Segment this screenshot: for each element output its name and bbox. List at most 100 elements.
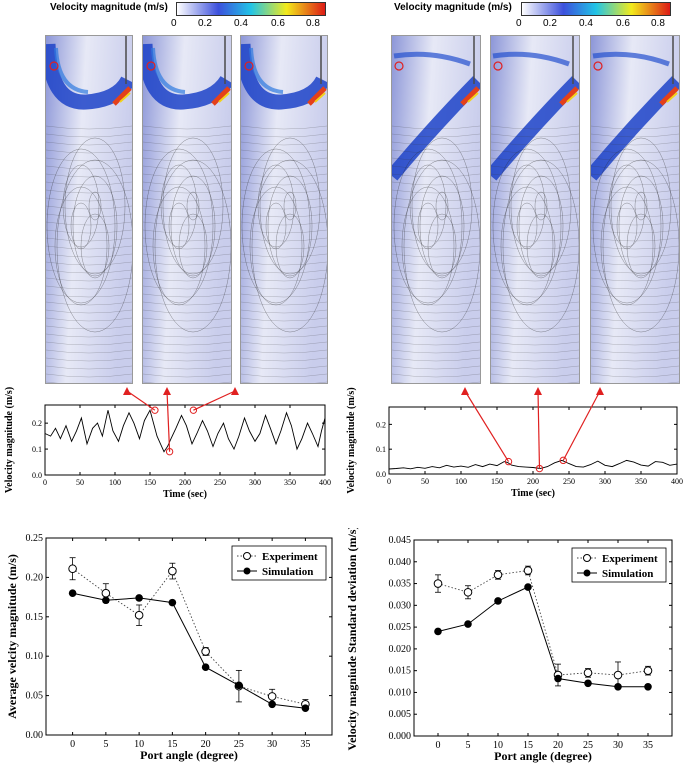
simulation-point bbox=[524, 583, 532, 591]
x-tick-label: 20 bbox=[201, 739, 211, 750]
x-tick-label: 5 bbox=[466, 740, 471, 751]
x-tick-label: 20 bbox=[553, 740, 563, 751]
experiment-point bbox=[493, 570, 503, 580]
x-tick-label: 5 bbox=[103, 739, 108, 750]
simulation-point bbox=[464, 620, 472, 628]
x-tick-label: 300 bbox=[249, 478, 261, 487]
y-axis-label: Velocity magnitude (m/s) bbox=[346, 387, 357, 493]
y-tick-label: 0.0 bbox=[376, 470, 386, 479]
y-tick-label: 0.010 bbox=[389, 687, 412, 698]
callout-arrow bbox=[562, 390, 601, 461]
simulation-point bbox=[494, 597, 502, 605]
x-tick-label: 15 bbox=[167, 739, 177, 750]
x-tick-label: 100 bbox=[455, 477, 467, 486]
x-tick-label: 400 bbox=[319, 478, 331, 487]
callout-arrowhead bbox=[461, 387, 469, 395]
experiment-point bbox=[643, 666, 653, 675]
highlight-marker bbox=[189, 406, 198, 414]
simulation-point bbox=[102, 596, 110, 605]
flow-field-panel bbox=[590, 35, 680, 384]
legend-label: Simulation bbox=[262, 566, 313, 578]
y-tick-label: 0.015 bbox=[389, 666, 412, 677]
flow-field-panel bbox=[490, 35, 580, 384]
y-tick-label: 0.045 bbox=[389, 535, 412, 546]
x-tick-label: 0 bbox=[70, 739, 75, 750]
y-axis-label: Velocity magnitude (m/s) bbox=[4, 387, 15, 493]
experiment-point bbox=[433, 579, 443, 588]
y-tick-label: 0.005 bbox=[389, 709, 412, 720]
colorbar-right-tick: 0.4 bbox=[579, 18, 593, 29]
experiment-point bbox=[134, 610, 144, 620]
x-tick-label: 250 bbox=[214, 478, 226, 487]
y-tick-label: 0.000 bbox=[389, 731, 412, 742]
legend-label: Experiment bbox=[602, 553, 658, 565]
x-tick-label: 0 bbox=[436, 740, 441, 751]
simulation-point bbox=[614, 682, 622, 691]
callout-arrowhead bbox=[231, 387, 239, 395]
y-tick-label: 0.05 bbox=[26, 691, 44, 702]
y-tick-label: 0.1 bbox=[376, 445, 386, 454]
x-axis-label: Port angle (degree) bbox=[140, 748, 238, 762]
simulation-point bbox=[644, 682, 652, 691]
experiment-point bbox=[168, 566, 177, 576]
x-tick-label: 50 bbox=[76, 478, 84, 487]
legend-marker bbox=[243, 552, 251, 560]
highlight-marker bbox=[559, 456, 567, 465]
time-series-chart-left: 0 50 100 150 200 250 300 350 400 0.0 0.1 0.2 Time (s… bbox=[4, 387, 331, 500]
y-tick-label: 0.0 bbox=[32, 471, 42, 480]
callout-arrowhead bbox=[123, 387, 131, 395]
flow-field-panel bbox=[391, 35, 481, 384]
callout-arrowhead bbox=[534, 387, 542, 395]
colorbar-right-tick: 0.6 bbox=[616, 18, 630, 29]
legend-label: Experiment bbox=[262, 551, 318, 563]
simulation-point bbox=[235, 681, 243, 690]
colorbar-right-tick: 0 bbox=[516, 18, 522, 29]
y-tick-label: 0.030 bbox=[389, 600, 412, 611]
series-line bbox=[44, 408, 326, 453]
simulation-point bbox=[268, 700, 276, 709]
y-tick-label: 0.10 bbox=[26, 651, 44, 662]
plot-frame bbox=[44, 404, 326, 476]
y-axis-label: Average velcity magnitude (m/s) bbox=[5, 554, 19, 719]
experiment-point bbox=[613, 670, 623, 680]
x-tick-label: 30 bbox=[613, 740, 623, 751]
x-tick-label: 30 bbox=[267, 739, 277, 750]
x-tick-label: 350 bbox=[284, 478, 296, 487]
avg-velocity-chart: 0 5 10 15 20 25 30 35 0.00 0.05 0.10 0.15 0.20 0.25 Po… bbox=[5, 533, 333, 762]
plot-frame bbox=[45, 537, 333, 736]
colorbar-title-right: Velocity magnitude (m/s) bbox=[394, 2, 512, 13]
y-tick-label: 0.25 bbox=[26, 533, 44, 544]
flow-field-panel bbox=[142, 35, 232, 384]
colorbar-right bbox=[521, 2, 671, 16]
legend-marker bbox=[243, 567, 251, 575]
colorbar-right-tick: 0.2 bbox=[543, 18, 557, 29]
x-tick-label: 150 bbox=[491, 477, 503, 486]
simulation-point bbox=[68, 589, 77, 597]
experiment-point bbox=[101, 588, 111, 598]
x-tick-label: 15 bbox=[523, 740, 533, 751]
colorbar-left-tick: 0.8 bbox=[306, 18, 320, 29]
x-tick-label: 50 bbox=[421, 477, 429, 486]
experiment-line bbox=[437, 569, 649, 676]
x-tick-label: 25 bbox=[234, 739, 244, 750]
legend-marker bbox=[583, 569, 591, 577]
y-tick-label: 0.025 bbox=[389, 622, 412, 633]
callout-arrow bbox=[193, 390, 236, 411]
y-tick-label: 0.1 bbox=[32, 445, 42, 454]
y-tick-label: 0.020 bbox=[389, 644, 412, 655]
flow-field-panel bbox=[240, 35, 328, 384]
simulation-line bbox=[437, 586, 648, 688]
callout-arrow bbox=[537, 390, 541, 469]
x-tick-label: 200 bbox=[179, 478, 191, 487]
y-tick-label: 0.040 bbox=[389, 557, 412, 568]
y-tick-label: 0.2 bbox=[376, 420, 386, 429]
x-tick-label: 35 bbox=[643, 740, 653, 751]
y-axis-label: Velocity magniude Standard deviation (m/… bbox=[345, 528, 359, 750]
y-tick-label: 0.035 bbox=[389, 579, 412, 590]
x-tick-label: 400 bbox=[671, 477, 683, 486]
experiment-point bbox=[523, 566, 533, 575]
colorbar-left-tick: 0.6 bbox=[271, 18, 285, 29]
callout-arrowhead bbox=[596, 387, 604, 395]
experiment-point bbox=[583, 668, 593, 678]
highlight-marker bbox=[504, 457, 513, 466]
